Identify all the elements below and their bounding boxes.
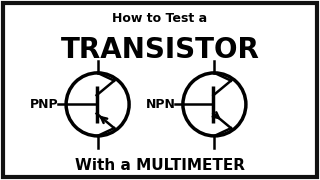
Text: NPN: NPN: [146, 98, 176, 111]
Text: PNP: PNP: [30, 98, 59, 111]
Text: With a MULTIMETER: With a MULTIMETER: [75, 159, 245, 174]
Circle shape: [183, 73, 246, 136]
Circle shape: [66, 73, 129, 136]
Text: TRANSISTOR: TRANSISTOR: [60, 36, 260, 64]
Text: How to Test a: How to Test a: [112, 12, 208, 24]
